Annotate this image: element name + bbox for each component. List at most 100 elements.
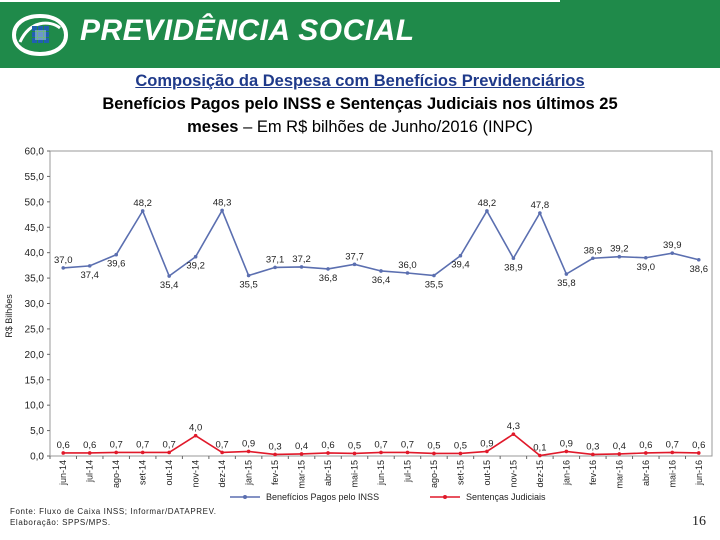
- data-point: [644, 255, 648, 260]
- data-label: 0,5: [454, 440, 467, 451]
- data-label: 37,2: [292, 254, 311, 265]
- y-tick-label: 40,0: [25, 248, 45, 259]
- data-label: 0,9: [480, 438, 493, 449]
- data-label: 48,3: [213, 197, 232, 208]
- data-label: 39,9: [663, 240, 682, 251]
- data-label: 0,6: [57, 440, 70, 451]
- title-line-3-rest: – Em R$ bilhões de Junho/2016 (INPC): [238, 118, 533, 136]
- data-label: 0,9: [560, 438, 573, 449]
- data-point: [538, 211, 542, 215]
- data-point: [696, 257, 701, 262]
- data-point: [511, 256, 516, 261]
- line-chart: 0,0 5,0 10,0 15,0 20,0 25,0 30,0 35,0 40,0 45,0 50…: [4, 147, 713, 502]
- data-label: 0,4: [613, 441, 626, 452]
- data-label: 38,9: [584, 245, 603, 256]
- x-tick-label: abr-16: [641, 460, 651, 486]
- data-label: 0,7: [216, 439, 229, 450]
- x-tick-label: dez-15: [535, 460, 545, 488]
- data-label: 37,1: [266, 254, 285, 265]
- data-point: [432, 273, 436, 278]
- data-point: [299, 452, 304, 456]
- x-tick-label: jun-14: [58, 460, 68, 486]
- x-tick-label: fev-15: [270, 460, 280, 485]
- x-tick-label: fev-16: [588, 460, 598, 485]
- x-tick-label: jun-15: [376, 460, 386, 486]
- data-point: [167, 274, 171, 278]
- x-tick-label: set-15: [455, 460, 465, 485]
- data-point: [591, 452, 595, 457]
- title-line-3-bold: meses: [187, 118, 239, 136]
- data-label: 0,7: [666, 439, 679, 450]
- data-label: 0,3: [586, 441, 599, 452]
- legend-marker: [443, 495, 447, 499]
- data-point: [617, 452, 622, 456]
- x-tick-label: out-15: [482, 460, 492, 486]
- data-label: 0,6: [83, 440, 96, 451]
- y-tick-label: 45,0: [25, 223, 45, 234]
- data-label: 48,2: [133, 198, 152, 209]
- header-bar: PREVIDÊNCIA SOCIAL: [0, 0, 720, 68]
- data-label: 36,0: [398, 260, 417, 271]
- x-tick-label: out-14: [164, 460, 174, 486]
- data-point: [87, 451, 92, 455]
- title-line-3: meses – Em R$ bilhões de Junho/2016 (INP…: [0, 116, 720, 139]
- legend-label: Benefícios Pagos pelo INSS: [266, 492, 379, 502]
- data-point: [140, 450, 145, 455]
- data-point: [511, 432, 516, 436]
- data-label: 35,8: [557, 278, 576, 289]
- data-label: 0,6: [639, 440, 652, 451]
- x-tick-label: ago-14: [111, 460, 121, 488]
- data-point: [193, 254, 198, 259]
- data-label: 0,4: [295, 441, 308, 452]
- data-label: 0,5: [427, 440, 440, 451]
- y-tick-label: 5,0: [30, 426, 44, 437]
- data-label: 4,0: [189, 423, 202, 434]
- data-label: 0,6: [321, 440, 334, 451]
- data-point: [591, 256, 595, 261]
- y-tick-label: 30,0: [25, 299, 45, 310]
- data-point: [167, 450, 171, 455]
- data-point: [670, 251, 675, 255]
- data-point: [114, 450, 118, 455]
- data-point: [220, 450, 224, 455]
- data-point: [193, 433, 198, 438]
- data-point: [326, 451, 330, 455]
- title-line-2: Benefícios Pagos pelo INSS e Sentenças J…: [0, 93, 720, 116]
- data-point: [458, 451, 463, 456]
- data-label: 36,4: [372, 275, 391, 286]
- title-line-1: Composição da Despesa com Benefícios Pre…: [135, 72, 585, 90]
- data-label: 35,5: [239, 280, 258, 291]
- chart-title: Composição da Despesa com Benefícios Pre…: [0, 70, 720, 139]
- x-tick-label: abr-15: [323, 460, 333, 486]
- y-tick-label: 35,0: [25, 274, 45, 285]
- data-point: [617, 254, 622, 259]
- data-point: [538, 453, 542, 458]
- series-line-beneficios: [63, 208, 699, 278]
- x-tick-label: set-14: [138, 460, 148, 485]
- data-point: [379, 450, 383, 455]
- y-tick-label: 15,0: [25, 375, 45, 386]
- brand-title: PREVIDÊNCIA SOCIAL: [80, 14, 415, 47]
- data-label: 39,0: [637, 262, 656, 273]
- data-label: 37,0: [54, 255, 73, 266]
- data-label: 39,4: [451, 260, 470, 271]
- data-label: 0,9: [242, 438, 255, 449]
- x-tick-label: mai-15: [350, 460, 360, 488]
- data-label: 0,7: [110, 439, 123, 450]
- data-point: [352, 262, 357, 267]
- x-tick-label: nov-14: [191, 460, 201, 488]
- y-tick-label: 55,0: [25, 172, 45, 183]
- x-tick-label: mai-16: [667, 460, 677, 488]
- x-tick-label: ago-15: [429, 460, 439, 488]
- data-point: [114, 252, 118, 257]
- data-point: [246, 273, 251, 278]
- data-point: [670, 450, 675, 455]
- data-point: [61, 266, 66, 270]
- data-label: 0,7: [136, 439, 149, 450]
- x-tick-label: jun-16: [694, 460, 704, 486]
- data-label: 37,7: [345, 251, 364, 262]
- footer-elaboration: Elaboração: SPPS/MPS.: [10, 518, 111, 527]
- data-label: 35,4: [160, 280, 179, 291]
- y-tick-label: 10,0: [25, 401, 45, 412]
- title-line-2-text: Benefícios Pagos pelo INSS e Sentenças J…: [102, 95, 618, 113]
